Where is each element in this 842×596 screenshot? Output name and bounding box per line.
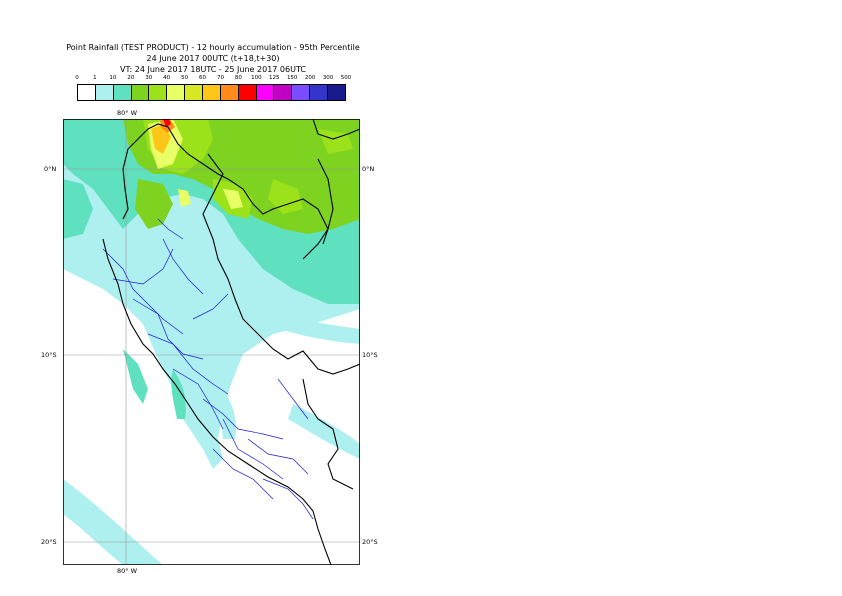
rain-80-100mm-area xyxy=(163,119,171,127)
color-scale-label: 1 xyxy=(93,75,97,81)
color-scale-label: 70 xyxy=(216,75,224,81)
lat-label-10s-right: 10°S xyxy=(362,351,378,359)
color-scale-swatch xyxy=(149,85,168,100)
color-scale-label: 200 xyxy=(304,75,316,81)
colombia-brazil-border xyxy=(312,119,360,140)
chile-border xyxy=(312,510,332,565)
map-canvas xyxy=(63,119,360,565)
lat-label-10s-left: 10°S xyxy=(41,351,57,359)
lat-label-20s-left: 20°S xyxy=(41,538,57,546)
map-title-run: 24 June 2017 00UTC (t+18,t+30) xyxy=(146,54,280,63)
lat-label-20s-right: 20°S xyxy=(362,538,378,546)
color-scale-swatch xyxy=(292,85,311,100)
color-scale-label: 40 xyxy=(163,75,171,81)
national-borders xyxy=(102,119,360,565)
region-borders xyxy=(102,218,314,520)
color-scale-swatch xyxy=(328,85,345,100)
color-scale-swatch xyxy=(167,85,186,100)
color-scale-swatch xyxy=(220,85,239,100)
color-scale-swatch xyxy=(274,85,293,100)
color-scale-swatch xyxy=(256,85,275,100)
map-title-block: Point Rainfall (TEST PRODUCT) - 12 hourl… xyxy=(63,42,363,75)
color-scale-label: 100 xyxy=(251,75,262,81)
color-scale-label: 10 xyxy=(109,75,117,81)
color-scale-label: 500 xyxy=(340,75,352,81)
rainfall-map xyxy=(63,119,360,565)
lon-label-bottom: 80° W xyxy=(117,567,138,575)
peru-ecuador-colombia-border xyxy=(122,123,329,245)
color-scale-label: 300 xyxy=(322,75,334,81)
brazil-border-north xyxy=(302,158,334,260)
color-scale-label: 60 xyxy=(199,75,207,81)
color-scale-swatch xyxy=(78,85,96,100)
map-title-validity: VT: 24 June 2017 18UTC - 25 June 2017 06… xyxy=(120,65,306,74)
peru-brazil-border xyxy=(202,153,360,375)
color-scale-label: 80 xyxy=(234,75,242,81)
color-scale-label: 125 xyxy=(269,75,280,81)
map-frame xyxy=(63,119,360,565)
color-scale-label: 50 xyxy=(181,75,189,81)
lon-label-top: 80° W xyxy=(117,109,138,117)
color-scale-label: 30 xyxy=(145,75,153,81)
color-scale-label: 150 xyxy=(286,75,298,81)
peru-bolivia-border xyxy=(302,378,354,490)
color-scale-swatch xyxy=(95,85,114,100)
map-title-product: Point Rainfall (TEST PRODUCT) - 12 hourl… xyxy=(66,43,360,52)
color-scale-swatch xyxy=(113,85,132,100)
lat-label-equator-right: 0°N xyxy=(362,165,375,173)
color-scale-swatch xyxy=(238,85,257,100)
ecuador-coast xyxy=(122,168,129,220)
lat-label-equator-left: 0°N xyxy=(44,165,57,173)
color-scale-bar xyxy=(77,84,346,101)
color-scale-swatch xyxy=(310,85,329,100)
color-scale-label: 0 xyxy=(75,75,79,81)
color-scale-labels: 0 1 10 20 30 40 50 60 70 80 100 125 150 200 300 500 xyxy=(60,75,360,84)
color-scale-swatch xyxy=(185,85,204,100)
color-scale-swatch xyxy=(131,85,150,100)
color-scale-swatch xyxy=(203,85,221,100)
color-scale-label: 20 xyxy=(127,75,135,81)
coastline xyxy=(102,238,314,512)
